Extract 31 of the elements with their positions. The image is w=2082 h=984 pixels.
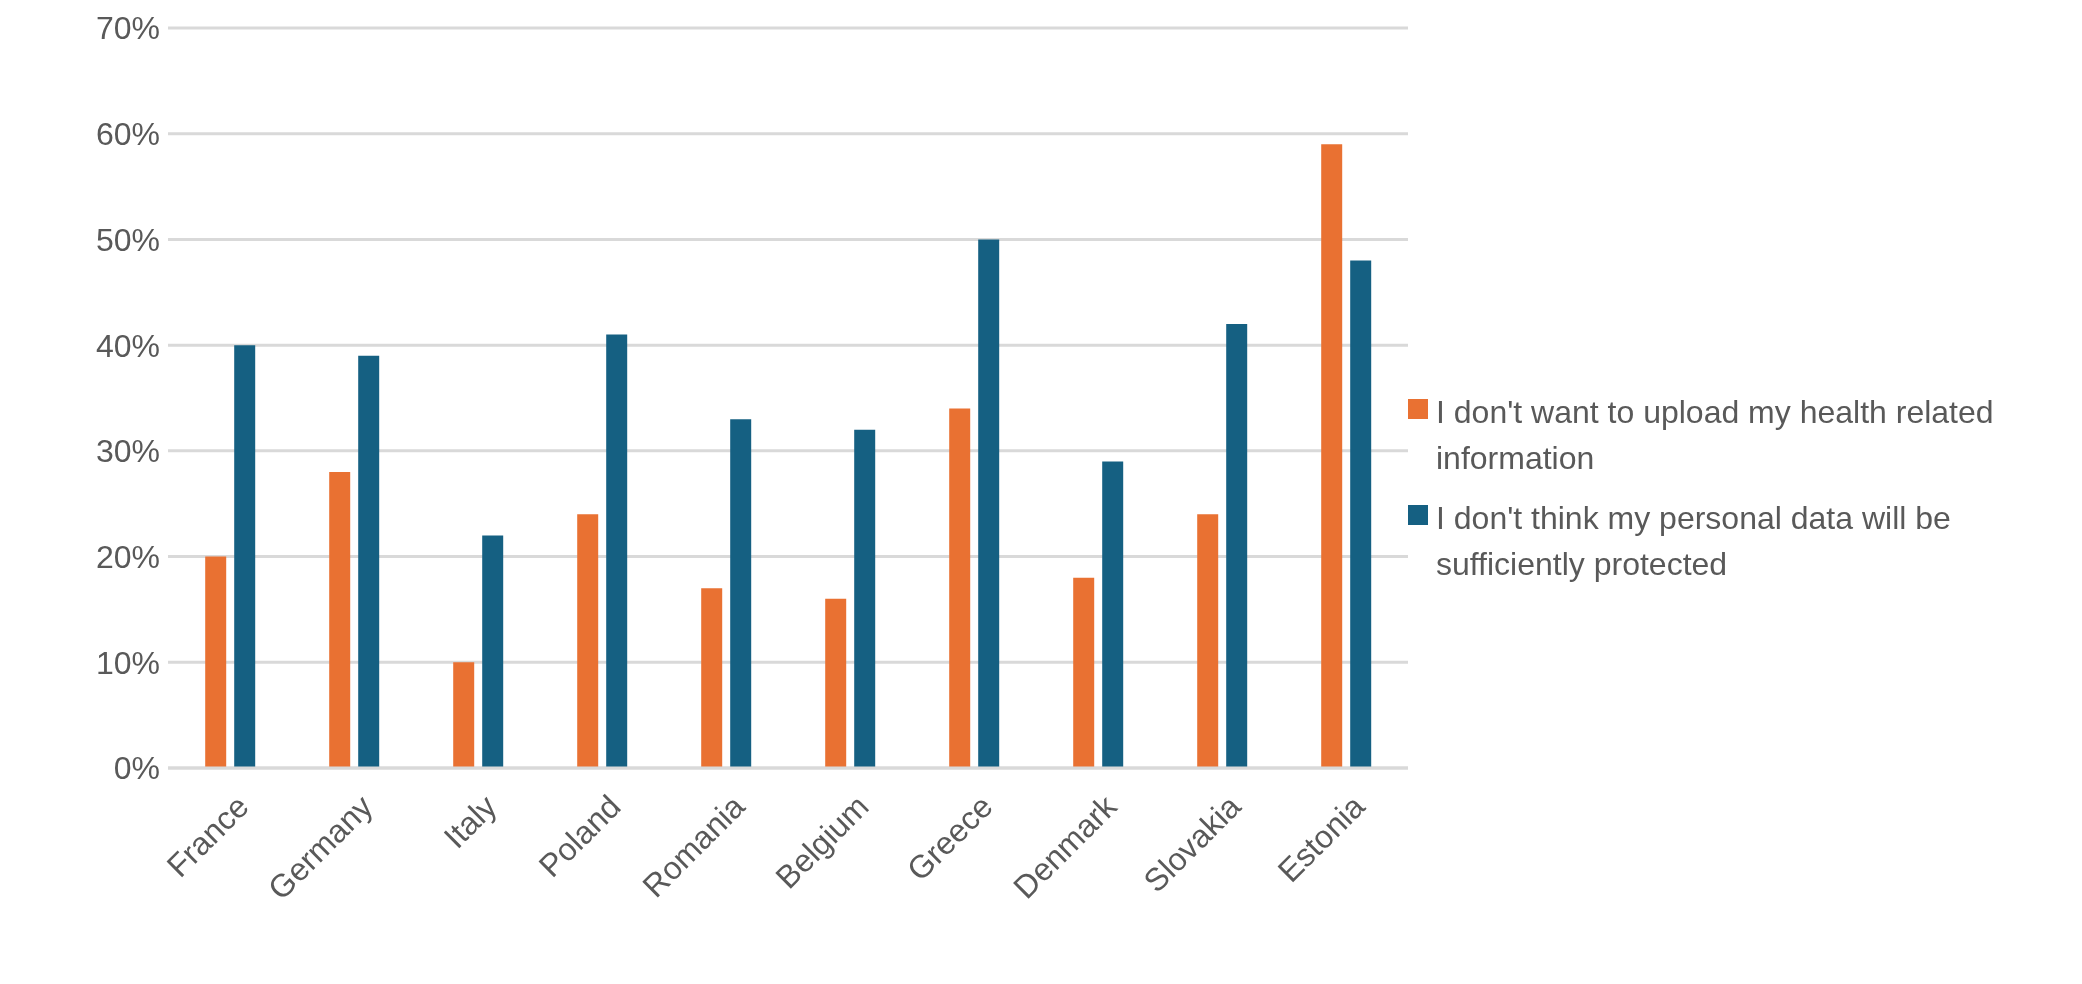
bar (358, 355, 380, 768)
y-tick-label: 70% (95, 10, 160, 47)
bar (1226, 324, 1248, 768)
x-tick-label: Italy (436, 788, 504, 856)
legend-label: I don't want to upload my health related information (1436, 393, 1995, 478)
y-tick-label: 30% (95, 433, 160, 470)
bar (1197, 514, 1219, 768)
bar (978, 239, 1000, 768)
bar (453, 662, 475, 768)
bar (234, 345, 256, 768)
legend-label: I don't think my personal data will be sufficiently protected (1436, 499, 1952, 584)
bar (1073, 577, 1095, 768)
bar (825, 598, 847, 768)
bar (577, 514, 599, 768)
bar (329, 472, 351, 768)
bar (730, 419, 752, 768)
bar (949, 408, 971, 768)
bar (1321, 144, 1343, 768)
bar (1350, 260, 1372, 768)
y-tick-label: 10% (95, 644, 160, 681)
y-tick-label: 0% (113, 750, 160, 787)
bar (482, 535, 504, 768)
bar (205, 556, 227, 768)
y-tick-label: 20% (95, 538, 160, 575)
bar (606, 334, 628, 768)
y-tick-label: 50% (95, 221, 160, 258)
bar (1102, 461, 1124, 768)
y-tick-label: 60% (95, 116, 160, 153)
y-tick-label: 40% (95, 327, 160, 364)
bar (701, 588, 723, 768)
bar (854, 429, 876, 768)
